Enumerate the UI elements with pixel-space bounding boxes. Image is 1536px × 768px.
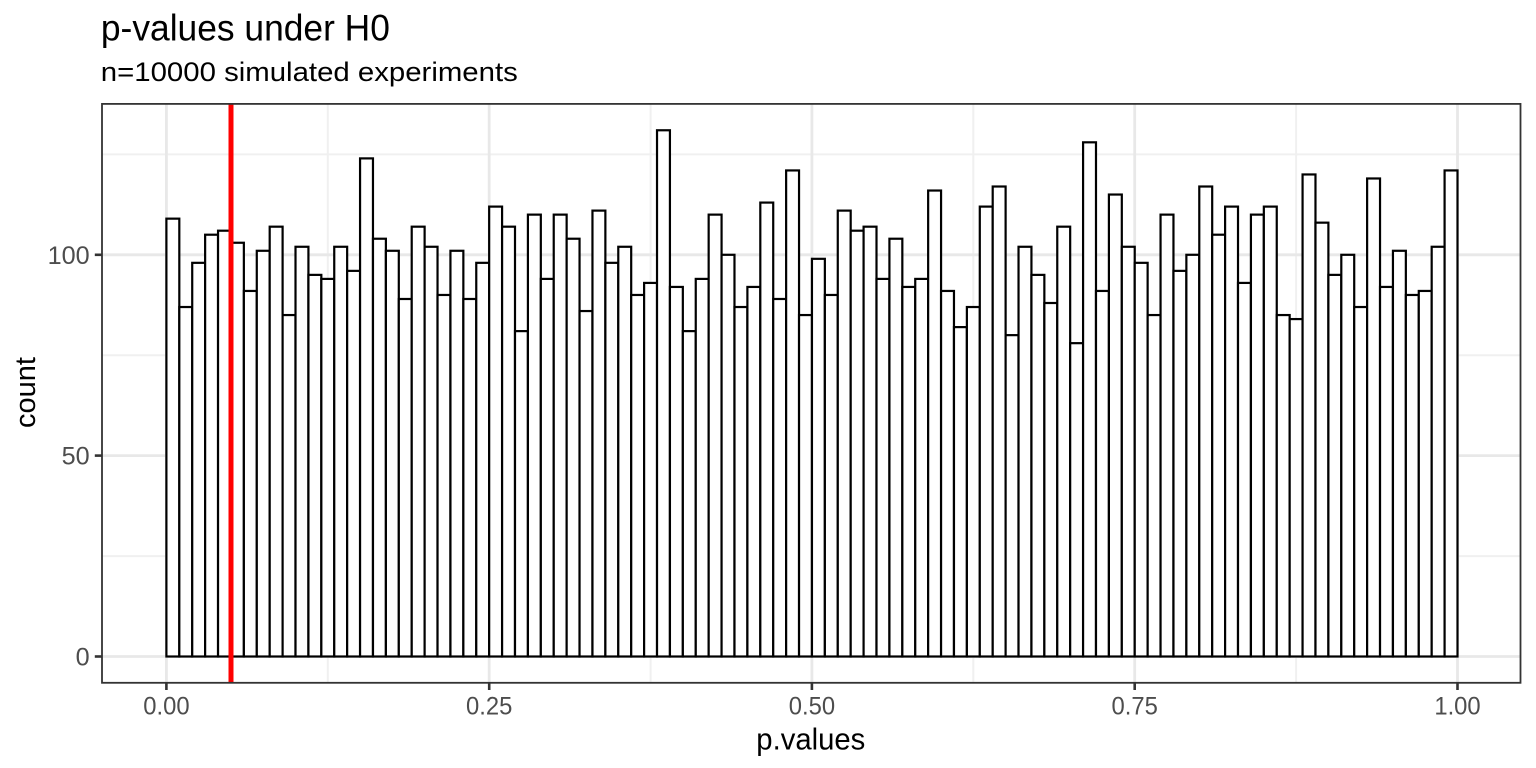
- svg-text:n=10000 simulated experiments: n=10000 simulated experiments: [101, 57, 518, 87]
- svg-text:100: 100: [48, 242, 90, 270]
- svg-text:p.values: p.values: [756, 722, 865, 756]
- svg-text:0.50: 0.50: [789, 693, 835, 721]
- svg-text:0: 0: [76, 643, 90, 671]
- svg-text:0.75: 0.75: [1112, 693, 1158, 721]
- svg-text:0.00: 0.00: [143, 693, 189, 721]
- svg-text:1.00: 1.00: [1434, 693, 1480, 721]
- svg-text:p-values under H0: p-values under H0: [101, 6, 390, 48]
- svg-text:count: count: [10, 357, 42, 428]
- svg-text:0.25: 0.25: [466, 693, 512, 721]
- svg-text:50: 50: [62, 443, 90, 471]
